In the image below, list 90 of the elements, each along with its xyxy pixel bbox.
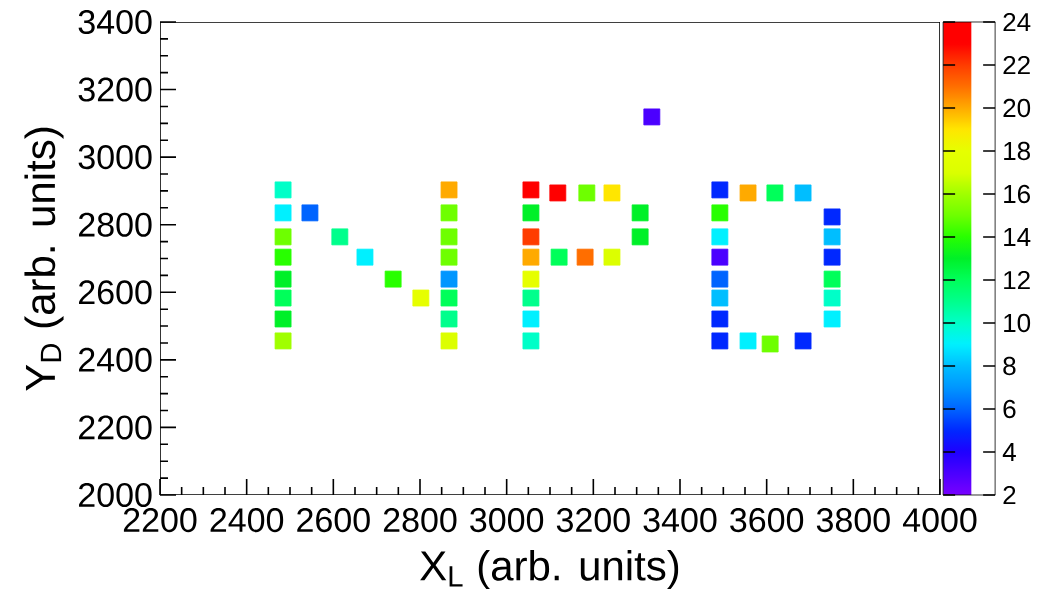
point [643,108,661,126]
point [823,208,841,226]
x-tick-label: 4000 [902,508,977,533]
x-tick-label: 2800 [383,508,457,533]
color-bar-label: 6 [1003,399,1016,419]
point [440,332,458,350]
y-tick-label: 2400 [79,347,152,372]
point [711,289,729,307]
point [440,248,458,266]
color-bar-label: 24 [1003,12,1031,32]
y-tick-label: 3000 [78,145,152,170]
y-tick-label: 3200 [78,77,152,102]
color-bar-label: 18 [1004,141,1030,161]
point [794,184,812,202]
color-bar-label: 20 [1003,98,1031,118]
point [301,204,319,222]
point [823,289,841,307]
point [440,204,458,222]
color-bar-label: 22 [1003,55,1030,75]
point [440,310,458,328]
y-tick-label: 2200 [79,415,152,440]
point [522,289,540,307]
x-tick-label: 3200 [556,508,630,533]
color-bar-label: 4 [1002,443,1016,461]
point [576,248,594,266]
point [440,289,458,307]
color-bar-label: 12 [1004,270,1030,290]
point [739,184,757,202]
point [440,270,458,288]
point [711,332,729,350]
point [274,228,292,246]
point [603,248,621,266]
color-bar-label: 8 [1003,356,1016,376]
color-bar-label: 16 [1004,184,1030,204]
x-tick-label: 3000 [470,508,544,533]
color-bar-label: 10 [1004,313,1031,333]
point [603,184,621,202]
x-tick-label: 2400 [210,508,284,533]
x-tick-label: 3800 [816,508,890,533]
point [550,248,568,266]
x-tick-label: 3400 [643,508,717,533]
point [711,270,729,288]
point [578,184,596,202]
point [522,310,540,328]
point [440,181,458,199]
point [331,228,349,246]
color-bar-label: 2 [1003,485,1016,505]
point [711,181,729,199]
y-tick-label: 3400 [78,9,152,35]
x-tick-label: 2200 [123,508,197,533]
y-tick-label: 2600 [79,280,152,305]
point [274,181,292,199]
point [274,289,292,307]
point [761,335,779,353]
color-bar-label: 14 [1004,228,1031,246]
point [823,228,841,246]
point [823,270,841,288]
y-axis-title: Y$_{D}$ (arb. units) [24,127,64,391]
point [522,204,540,222]
point [522,228,540,246]
point [631,204,649,222]
point [522,332,540,350]
point [711,204,729,222]
point [766,184,784,202]
point [823,310,841,328]
point [440,228,458,246]
y-tick-label: 2800 [79,212,152,237]
point [522,270,540,288]
point [274,248,292,266]
point [549,184,567,202]
point [384,270,402,288]
point [522,248,540,266]
point [631,228,649,246]
point [823,248,841,266]
point [711,228,729,246]
point [274,204,292,222]
point [711,310,729,328]
y-tick-label: 2000 [79,482,152,508]
point [794,332,812,350]
x-tick-label: 3600 [730,508,804,533]
point [274,270,292,288]
point [274,310,292,328]
x-tick-label: 2600 [297,508,370,533]
point [412,289,430,307]
point [739,332,757,350]
x-axis-title: X$_{L}$ (arb. units) [420,549,679,589]
point [711,248,729,266]
point [522,181,540,199]
point [356,248,374,266]
point [274,332,292,350]
